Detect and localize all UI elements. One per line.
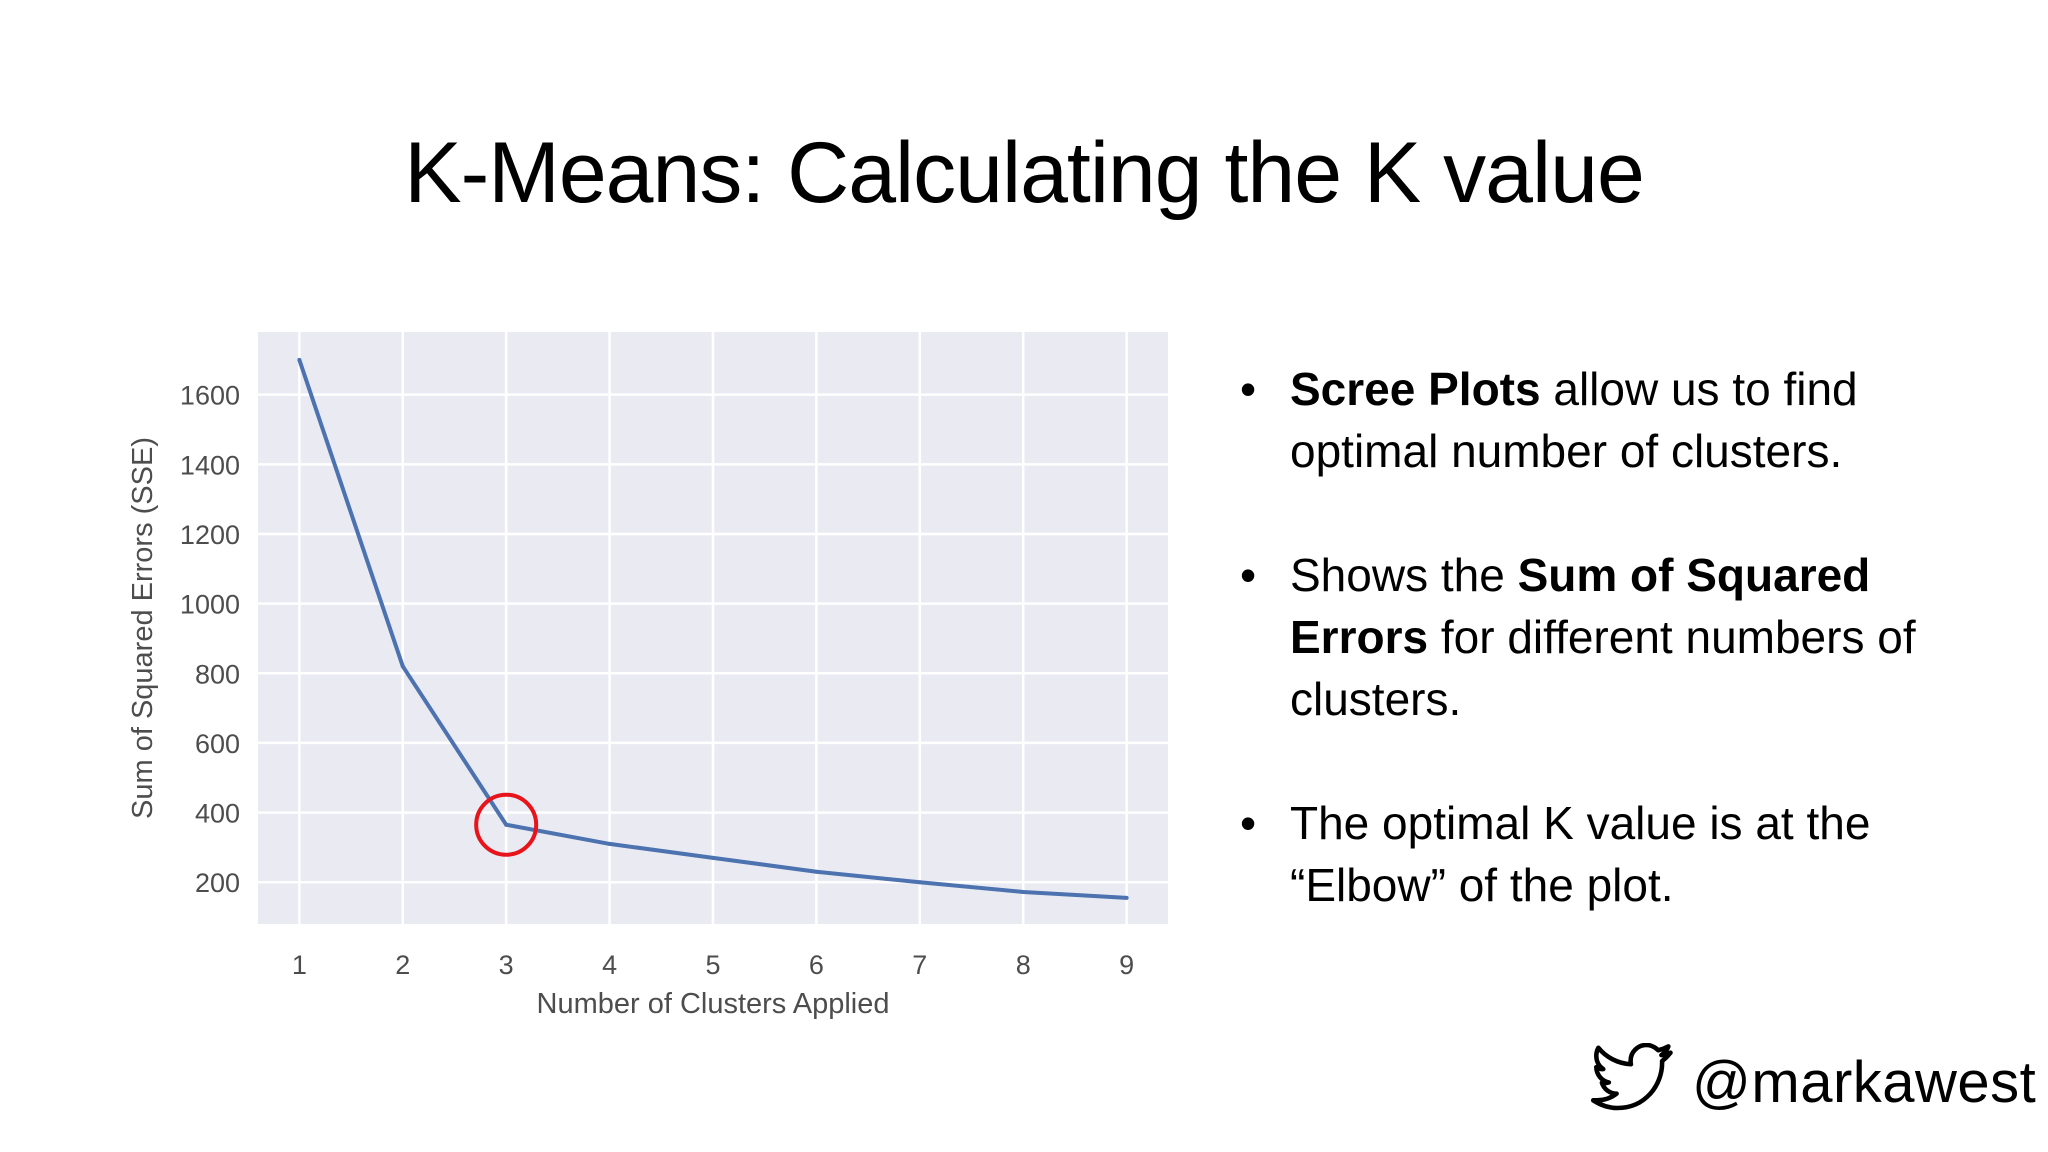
data-point <box>297 357 302 362</box>
bullet-list: • Scree Plots allow us to find optimal nu… <box>1240 358 1940 978</box>
y-tick-label: 1400 <box>180 450 240 480</box>
twitter-handle-text: @markawest <box>1692 1049 2037 1115</box>
bullet-bold-text: Scree Plots <box>1290 363 1541 415</box>
y-tick-label: 1000 <box>180 590 240 620</box>
tick-labels: 1 2 3 4 5 6 7 8 9 200 400 600 800 1000 1200 1400 1600 <box>180 381 1134 980</box>
x-tick-label: 5 <box>705 950 720 980</box>
data-point <box>1124 895 1129 900</box>
x-tick-label: 7 <box>912 950 927 980</box>
data-point <box>1021 889 1026 894</box>
twitter-bird-icon <box>1590 1042 1674 1122</box>
slide-title: K-Means: Calculating the K value <box>404 125 1645 221</box>
y-tick-label: 800 <box>195 659 240 689</box>
y-tick-label: 1600 <box>180 381 240 411</box>
series-layer <box>297 357 1129 900</box>
y-tick-label: 200 <box>195 868 240 898</box>
x-tick-label: 4 <box>602 950 617 980</box>
bullet-text: Shows the <box>1290 549 1518 601</box>
bullet-marker: • <box>1240 549 1257 601</box>
data-point <box>607 841 612 846</box>
x-tick-label: 9 <box>1119 950 1134 980</box>
elbow-marker-layer <box>474 792 539 857</box>
y-tick-label: 1200 <box>180 520 240 550</box>
social-handle: @markawest <box>1590 1042 2036 1122</box>
x-tick-label: 1 <box>292 950 307 980</box>
y-tick-label: 400 <box>195 799 240 829</box>
x-tick-label: 2 <box>395 950 410 980</box>
y-tick-label: 600 <box>195 729 240 759</box>
data-point <box>504 822 509 827</box>
data-point <box>814 869 819 874</box>
bullet-bold-text: Sum of Squared Errors <box>1290 549 1871 663</box>
elbow-highlight-circle <box>474 792 539 857</box>
bullet-text: for different numbers of clusters. <box>1290 611 1916 725</box>
data-point <box>711 855 715 860</box>
bullet-marker: • <box>1240 363 1257 415</box>
bullet-marker: • <box>1240 797 1257 849</box>
bullet-item: • The optimal K value is at the “Elbow” o… <box>1240 792 1940 916</box>
x-tick-label: 3 <box>499 950 514 980</box>
bullet-text: The optimal K value is at the “Elbow” of… <box>1290 797 1871 911</box>
y-axis-label: Sum of Squared Errors (SSE) <box>127 437 159 819</box>
bullet-item: • Scree Plots allow us to find optimal nu… <box>1240 358 1940 482</box>
bullet-text: allow us to find optimal number of clust… <box>1290 363 1858 477</box>
grid-lines <box>258 332 1168 924</box>
x-tick-label: 6 <box>809 950 824 980</box>
data-point <box>917 880 922 885</box>
x-axis-label: Number of Clusters Applied <box>537 988 890 1020</box>
bullet-item: • Shows the Sum of Squared Errors for dif… <box>1240 544 1940 730</box>
data-point <box>400 664 405 669</box>
x-tick-label: 8 <box>1016 950 1031 980</box>
